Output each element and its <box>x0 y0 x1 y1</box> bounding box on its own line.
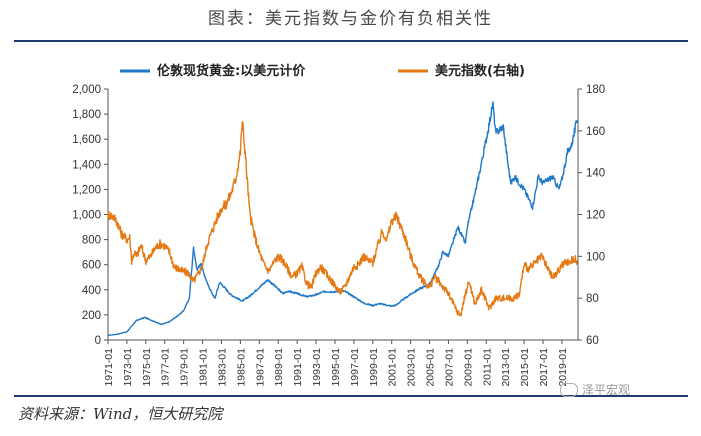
x-tick-label: 2011-01 <box>481 348 493 386</box>
x-tick-label: 1993-01 <box>311 348 323 387</box>
y-left-tick-label: 1,200 <box>72 184 101 196</box>
x-tick-label: 1971-01 <box>103 348 115 387</box>
x-tick-label: 1995-01 <box>330 348 342 387</box>
x-tick-label: 1981-01 <box>198 348 210 387</box>
y-right-tick-label: 120 <box>586 210 605 222</box>
y-left-tick-label: 1,400 <box>72 159 101 171</box>
series-line-1 <box>107 121 578 317</box>
watermark-label: 泽平宏观 <box>582 383 631 397</box>
wechat-icon <box>560 382 578 397</box>
x-tick-label: 1989-01 <box>273 348 285 387</box>
x-tick-label: 2007-01 <box>443 348 455 387</box>
x-tick-label: 1975-01 <box>141 348 153 387</box>
x-tick-label: 2005-01 <box>425 348 437 387</box>
chart-title: 图表：美元指数与金价有负相关性 <box>208 9 493 29</box>
x-tick-label: 2003-01 <box>406 348 418 387</box>
x-tick-label: 1991-01 <box>292 348 304 387</box>
legend-label-0: 伦敦现货黄金:以美元计价 <box>157 63 306 79</box>
title-rule <box>14 40 688 42</box>
y-right-tick-label: 80 <box>586 293 599 305</box>
legend-label-1: 美元指数(右轴) <box>435 63 525 79</box>
source-note: 资料来源：Wind，恒大研究院 <box>18 405 223 423</box>
x-tick-label: 2017-01 <box>538 348 550 387</box>
x-tick-label: 1985-01 <box>235 348 247 387</box>
y-right-tick-label: 100 <box>586 251 605 263</box>
x-tick-label: 2013-01 <box>500 348 512 387</box>
x-tick-label: 1973-01 <box>122 348 134 387</box>
y-left-tick-label: 2,000 <box>72 84 101 96</box>
x-tick-label: 1977-01 <box>160 348 172 387</box>
y-left-tick-label: 1,600 <box>72 134 101 146</box>
y-right-tick-label: 60 <box>586 335 599 347</box>
x-tick-label: 1999-01 <box>368 348 380 387</box>
x-tick-label: 2001-01 <box>387 348 399 387</box>
x-tick-label: 2019-01 <box>557 348 569 387</box>
watermark: 泽平宏观 <box>560 381 630 398</box>
y-right-tick-label: 180 <box>586 84 605 96</box>
x-tick-label: 1983-01 <box>216 348 228 387</box>
y-left-tick-label: 0 <box>95 335 101 347</box>
series-line-0 <box>107 101 578 336</box>
x-tick-label: 1997-01 <box>349 348 361 387</box>
y-left-tick-label: 400 <box>82 285 101 297</box>
y-right-tick-label: 160 <box>586 126 605 138</box>
y-left-tick-label: 200 <box>82 310 101 322</box>
y-left-tick-label: 1,800 <box>72 109 101 121</box>
x-tick-label: 1979-01 <box>179 348 191 387</box>
y-right-tick-label: 140 <box>586 168 605 180</box>
y-left-tick-label: 1,000 <box>72 210 101 222</box>
footer-rule <box>14 395 688 397</box>
x-tick-label: 2009-01 <box>462 348 474 387</box>
x-tick-label: 2015-01 <box>519 348 531 387</box>
x-tick-label: 1987-01 <box>254 348 266 387</box>
y-left-tick-label: 800 <box>82 235 101 247</box>
y-left-tick-label: 600 <box>82 260 101 272</box>
